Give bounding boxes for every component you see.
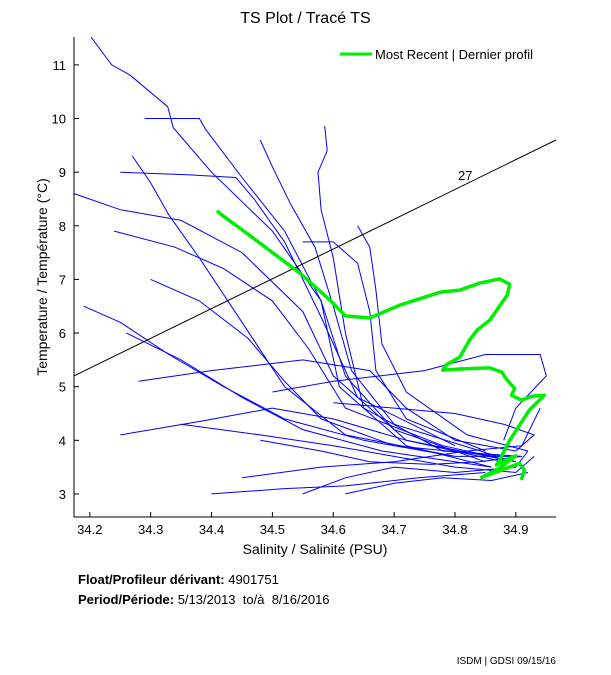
profile-line: [317, 125, 522, 457]
period-to-label: to/à: [242, 592, 265, 607]
x-tick-label: 34.3: [138, 522, 163, 537]
profile-line: [126, 332, 492, 468]
profile-line: [259, 139, 498, 457]
profile-line: [120, 171, 456, 447]
x-axis-label: Salinity / Salinité (PSU): [243, 541, 388, 557]
isopycnal-label: 27: [458, 168, 472, 183]
profile-line: [345, 472, 529, 495]
profile-line: [114, 230, 516, 463]
profile-line: [211, 472, 486, 495]
profile-line: [138, 359, 516, 452]
x-tick-label: 34.7: [381, 522, 406, 537]
y-tick-label: 3: [59, 487, 66, 502]
credit-text: ISDM | GDSI 09/15/16: [456, 656, 556, 667]
y-tick-label: 8: [59, 219, 66, 234]
profile-line: [131, 155, 516, 457]
x-tick-label: 34.4: [199, 522, 224, 537]
period-to: 8/16/2016: [271, 592, 330, 607]
profile-line: [73, 193, 504, 463]
profile-line: [272, 354, 547, 441]
y-axis-label: Temperature / Température (°C): [34, 178, 50, 376]
profile-line: [260, 439, 522, 465]
profile-line: [120, 407, 516, 463]
recent-profile-line: [215, 209, 547, 481]
profile-line: [241, 407, 541, 479]
profiles-group: [73, 36, 547, 495]
legend-label: Most Recent | Dernier profil: [375, 47, 533, 62]
chart-title: TS Plot / Tracé TS: [240, 10, 371, 27]
profile-line: [90, 36, 486, 463]
y-tick-label: 6: [59, 326, 66, 341]
y-tick-label: 7: [59, 272, 66, 287]
profile-line: [150, 278, 504, 457]
profile-line: [181, 423, 535, 474]
y-tick-label: 4: [59, 433, 66, 448]
profile-line: [144, 118, 492, 468]
profile-line: [357, 225, 529, 452]
isopycnal-group: 27: [73, 139, 557, 377]
legend: Most Recent | Dernier profil: [340, 47, 533, 62]
y-tick-label: 10: [52, 112, 66, 127]
x-tick-label: 34.8: [442, 522, 467, 537]
axes-group: 34.2 34.3 34.4 34.5 34.6 34.7 34.8 34.9 3 4 5 6 7 8 9 1…: [52, 37, 556, 537]
float-info: Float/Profileur dérivant: 4901751: [78, 572, 279, 587]
float-value: 4901751: [228, 572, 279, 587]
y-tick-label: 9: [59, 165, 66, 180]
period-from: 5/13/2013: [177, 592, 236, 607]
period-label: Period/Période:: [78, 592, 175, 607]
x-tick-label: 34.6: [321, 522, 346, 537]
x-tick-label: 34.9: [503, 522, 528, 537]
recent-profile-group: [215, 209, 547, 481]
x-tick-label: 34.2: [77, 522, 102, 537]
x-tick-label: 34.5: [260, 522, 285, 537]
y-tick-label: 5: [59, 380, 66, 395]
profile-line: [302, 241, 486, 452]
float-label: Float/Profileur dérivant:: [78, 572, 225, 587]
isopycnal-line: [73, 139, 557, 377]
profile-line: [333, 402, 536, 452]
period-info: Period/Période: 5/13/2013 to/à 8/16/2016: [78, 592, 330, 607]
y-tick-label: 11: [53, 58, 67, 73]
